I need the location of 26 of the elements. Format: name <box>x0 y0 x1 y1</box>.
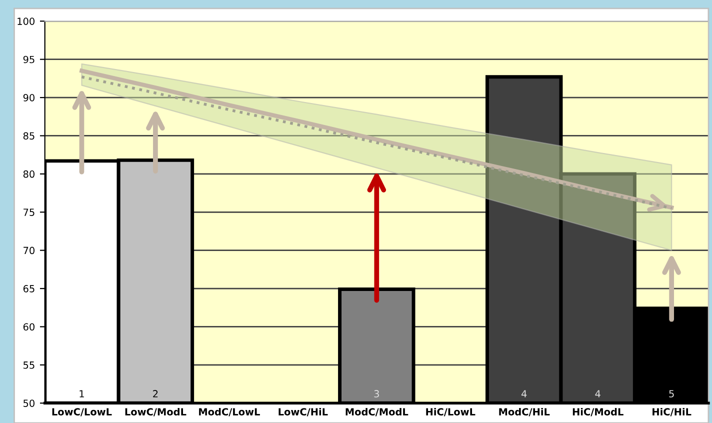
y-tick-label: 55 <box>24 362 34 369</box>
y-tick-label: 100 <box>18 18 34 25</box>
y-tick-label: 60 <box>23 323 34 331</box>
y-tick-label: 80 <box>23 170 34 178</box>
annotation: 2 <box>153 390 158 398</box>
y-tick-label: 65 <box>23 285 34 292</box>
x-tick-label: ModC/LowL <box>199 408 260 416</box>
y-tick-label: 75 <box>24 208 34 216</box>
y-tick-label: 95 <box>23 56 34 64</box>
y-tick-label: 70 <box>24 246 34 254</box>
x-tick-label: ModC/HiL <box>499 408 550 416</box>
x-tick-label: LowC/HiL <box>278 408 328 416</box>
x-tick-label: ModC/ModL <box>346 408 408 416</box>
y-tick-label: 85 <box>23 132 34 140</box>
annotation: 4 <box>521 390 527 398</box>
x-tick-label: HiC/HiL <box>652 408 692 416</box>
annotation: 1 <box>80 390 84 398</box>
x-tick-label: HiC/ModL <box>572 408 624 416</box>
x-tick-label: LowC/ModL <box>125 408 186 416</box>
x-tick-label: HiC/LowL <box>426 408 476 416</box>
annotation: 5 <box>669 390 674 398</box>
x-tick-label: LowC/LowL <box>52 408 112 416</box>
annotation: 4 <box>595 390 600 398</box>
y-tick-label: 90 <box>23 94 34 102</box>
y-tick-label: 50 <box>24 400 34 407</box>
annotation: 3 <box>374 390 379 398</box>
